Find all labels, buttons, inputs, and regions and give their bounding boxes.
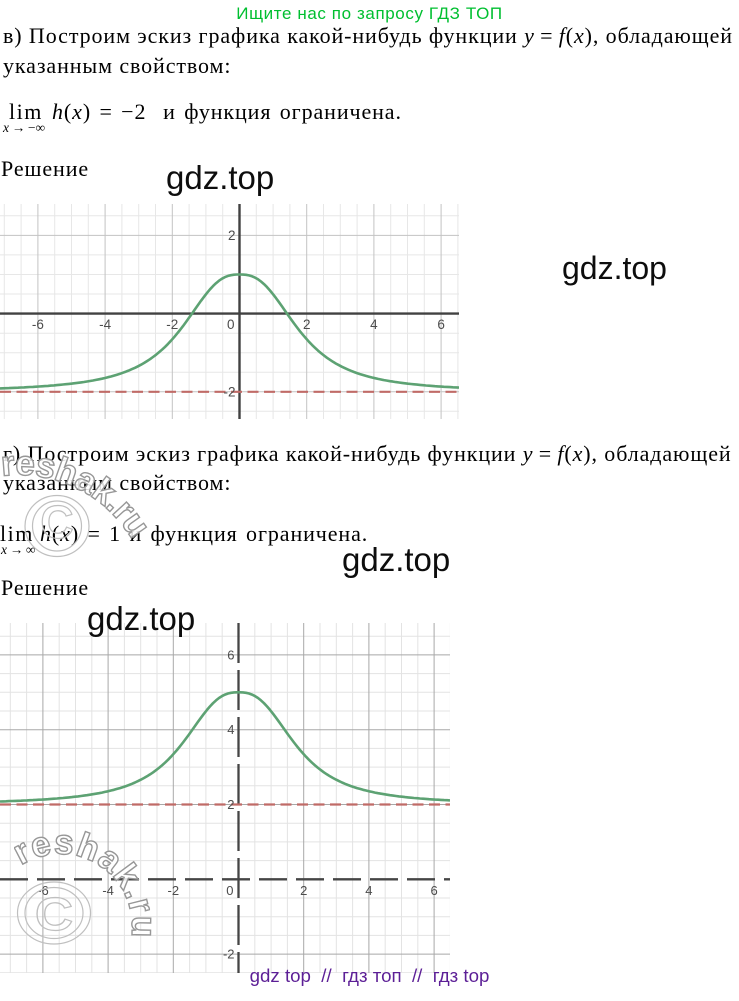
svg-text:0: 0	[226, 883, 233, 898]
svg-text:6: 6	[227, 647, 234, 662]
svg-text:4: 4	[370, 317, 378, 332]
svg-text:2: 2	[303, 317, 311, 332]
svg-text:0: 0	[227, 317, 235, 332]
svg-text:C: C	[40, 496, 73, 548]
svg-text:-4: -4	[99, 317, 111, 332]
svg-text:-4: -4	[102, 883, 114, 898]
svg-text:2: 2	[228, 228, 236, 243]
svg-text:6: 6	[430, 883, 437, 898]
svg-text:-2: -2	[166, 317, 178, 332]
svg-text:-2: -2	[168, 883, 180, 898]
svg-text:2: 2	[300, 883, 307, 898]
svg-text:4: 4	[365, 883, 372, 898]
svg-text:-6: -6	[37, 883, 49, 898]
svg-text:6: 6	[437, 317, 445, 332]
svg-text:2: 2	[227, 797, 234, 812]
svg-text:-2: -2	[223, 384, 235, 399]
svg-text:C: C	[35, 888, 73, 940]
svg-text:-6: -6	[32, 317, 44, 332]
svg-text:4: 4	[227, 722, 234, 737]
svg-text:-2: -2	[223, 947, 235, 962]
